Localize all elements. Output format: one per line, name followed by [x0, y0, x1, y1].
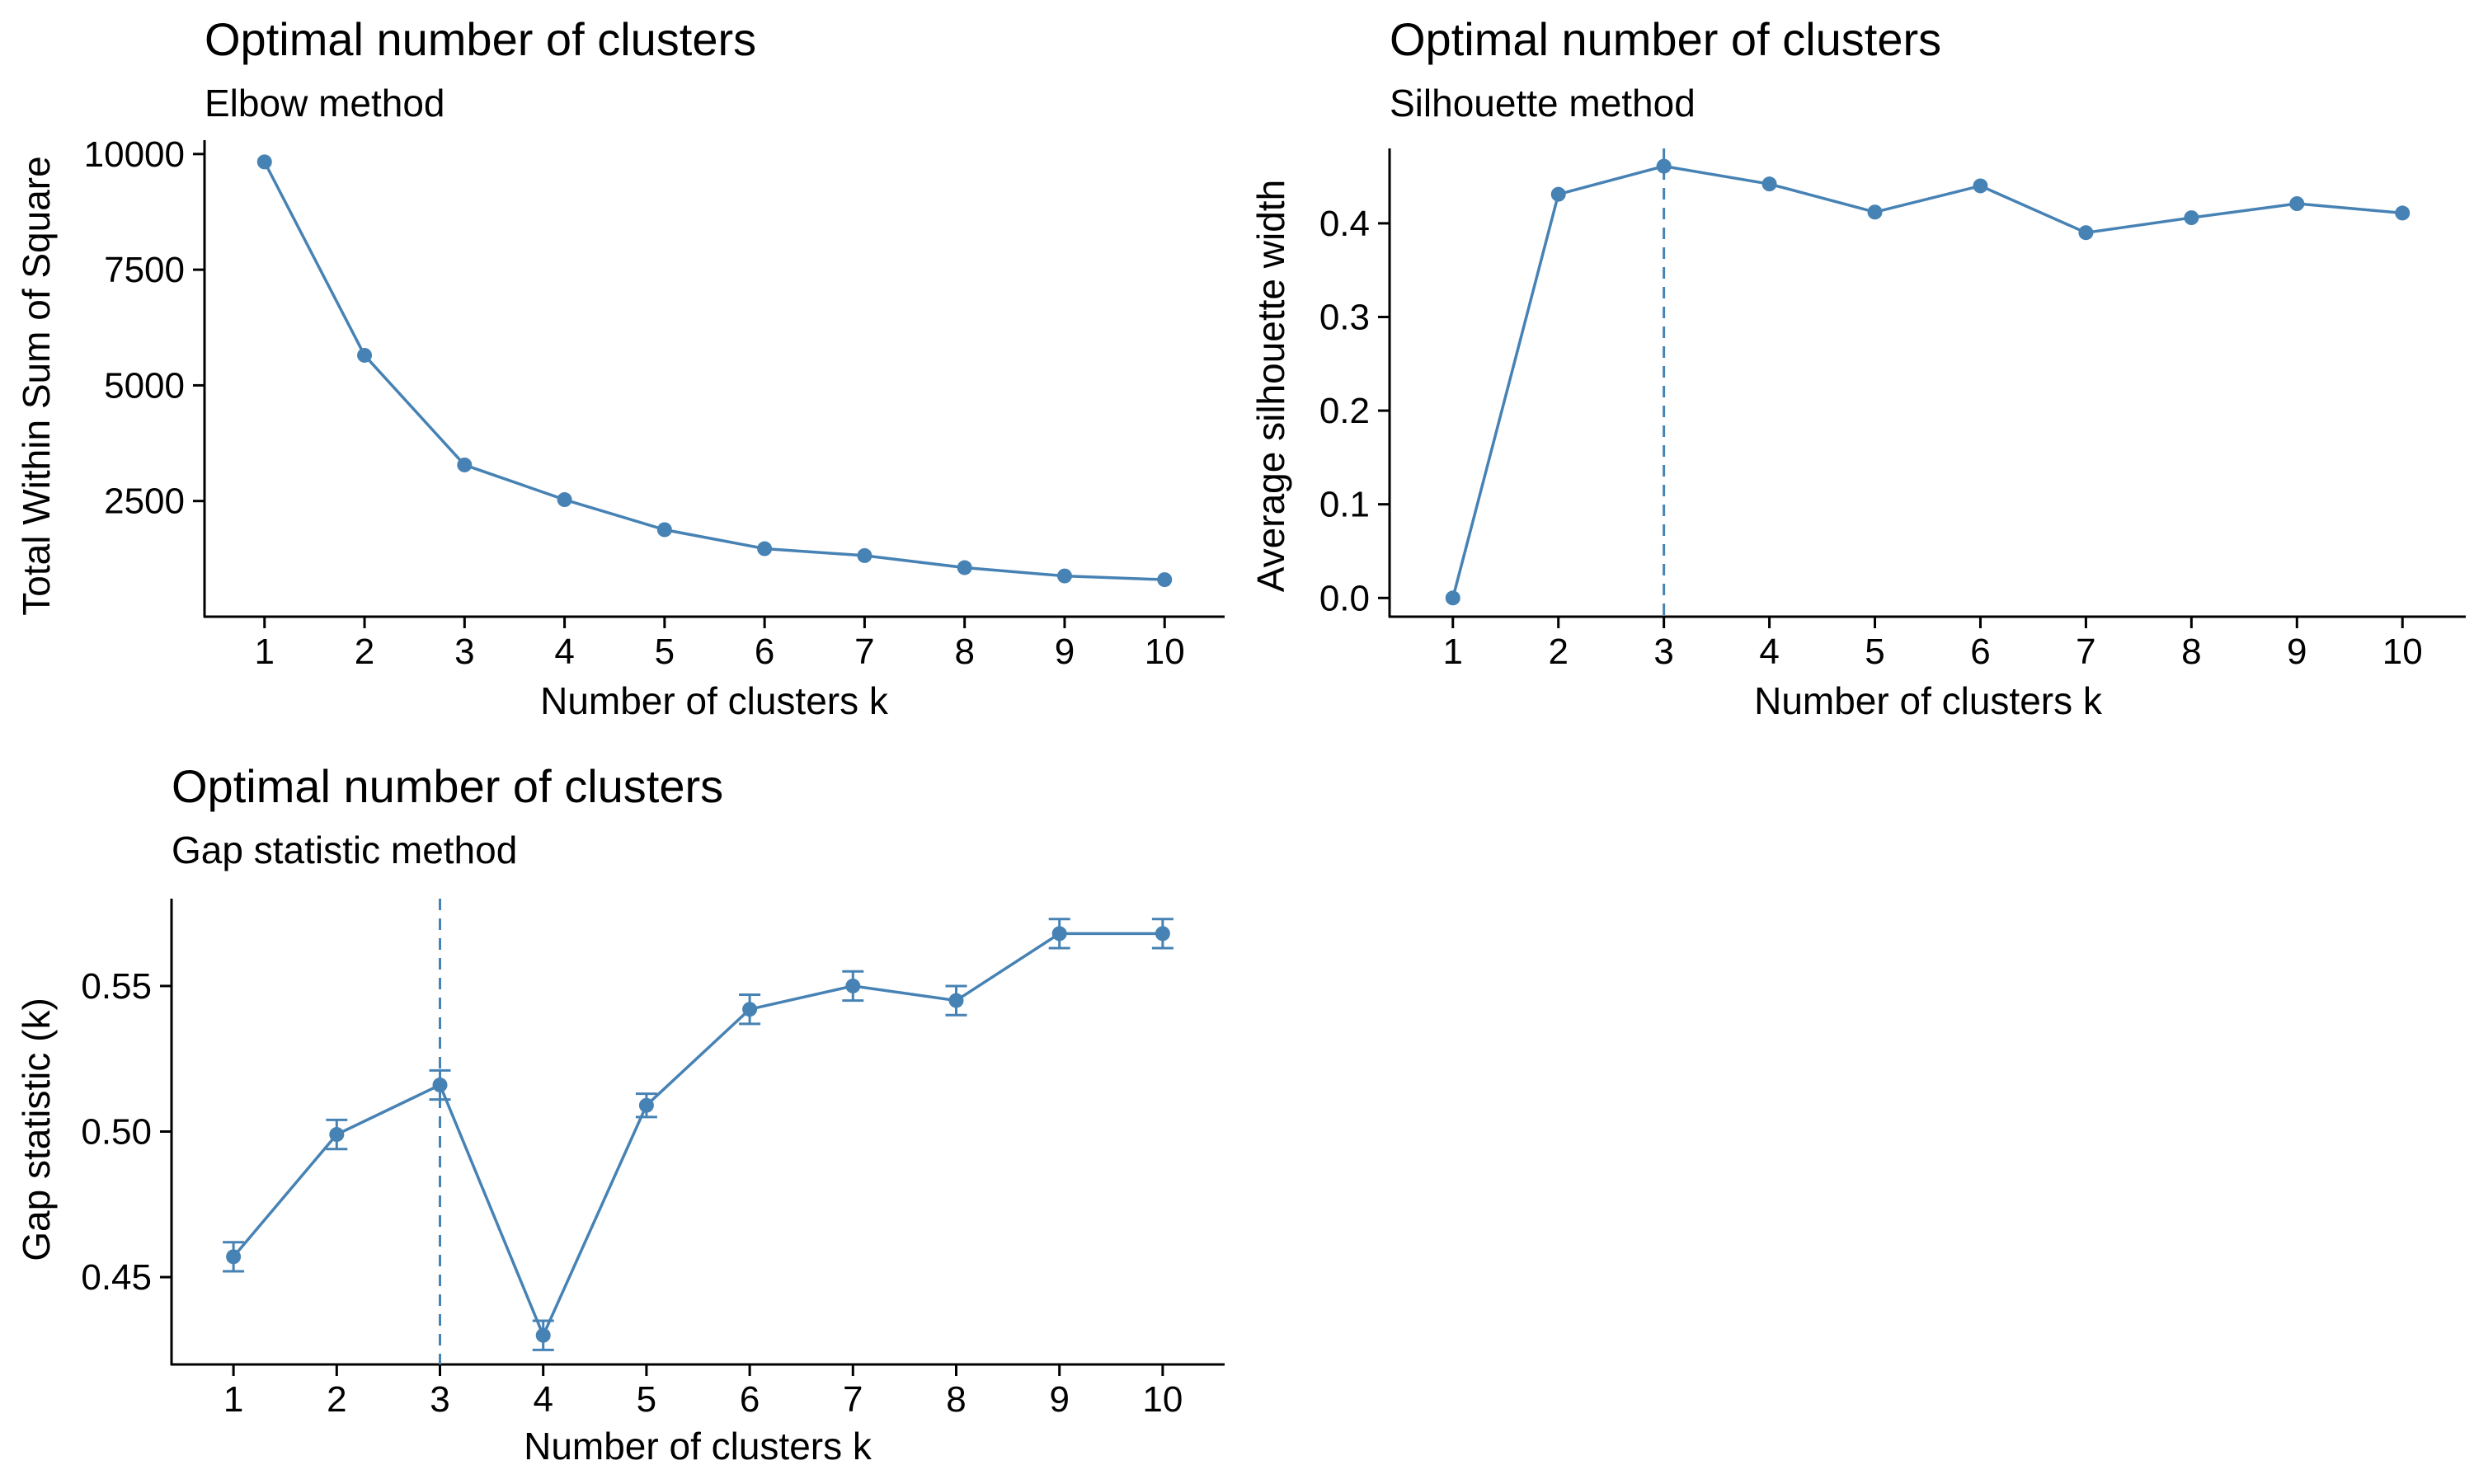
x-tick-label: 5 [655, 632, 675, 672]
x-axis-title: Number of clusters k [1754, 679, 2103, 722]
data-point [2078, 225, 2094, 241]
data-point [557, 492, 572, 508]
x-axis-title: Number of clusters k [540, 679, 889, 722]
chart-title: Optimal number of clusters [205, 13, 756, 65]
x-tick-label: 9 [2287, 632, 2307, 672]
data-point [1550, 186, 1566, 202]
y-tick-label: 0.50 [81, 1112, 152, 1153]
x-tick-label: 9 [1055, 632, 1075, 672]
y-tick-label: 0.3 [1319, 297, 1370, 337]
x-tick-label: 7 [2076, 632, 2095, 672]
x-tick-label: 1 [255, 632, 275, 672]
data-point [1056, 568, 1072, 584]
elbow-panel: Optimal number of clusters Elbow method … [15, 13, 1225, 722]
data-point [226, 1249, 242, 1265]
x-tick-label: 10 [1145, 632, 1185, 672]
x-tick-label: 2 [1548, 632, 1568, 672]
x-tick-label: 5 [1865, 632, 1884, 672]
data-point [432, 1078, 448, 1092]
x-tick-label: 7 [843, 1379, 863, 1420]
data-point [329, 1127, 345, 1143]
y-axis-title: Total Within Sum of Square [15, 156, 58, 615]
x-axis-title: Number of clusters k [524, 1425, 872, 1468]
chart-subtitle: Silhouette method [1390, 82, 1696, 124]
y-tick-label: 0.2 [1319, 391, 1370, 431]
x-tick-label: 2 [355, 632, 374, 672]
x-tick-label: 1 [223, 1379, 243, 1420]
y-tick-label: 2500 [104, 481, 185, 522]
chart-title: Optimal number of clusters [172, 760, 723, 812]
data-point [957, 560, 972, 575]
data-point [845, 978, 861, 993]
x-tick-label: 9 [1049, 1379, 1069, 1420]
data-point [1445, 590, 1460, 606]
silhouette-panel: Optimal number of clusters Silhouette me… [1249, 13, 2466, 722]
series-line [263, 161, 1165, 581]
y-axis-title: Gap statistic (k) [15, 998, 58, 1261]
y-tick-label: 0.4 [1319, 204, 1370, 244]
x-tick-label: 3 [430, 1379, 449, 1420]
series-line [232, 932, 1163, 1340]
data-point [742, 1002, 758, 1017]
x-tick-label: 10 [1142, 1379, 1183, 1420]
x-tick-label: 1 [1443, 632, 1463, 672]
x-tick-label: 6 [740, 1379, 760, 1420]
x-tick-label: 10 [2382, 632, 2423, 672]
y-tick-label: 7500 [104, 250, 185, 290]
data-point [857, 547, 872, 563]
gap-plot-area: 1 2 3 4 5 6 7 8 9 10 0.45 0.50 0.55 [81, 899, 1225, 1420]
y-tick-label: 0.45 [81, 1257, 152, 1298]
data-point [1157, 572, 1173, 588]
data-point [457, 457, 473, 472]
x-tick-label: 3 [1653, 632, 1673, 672]
y-tick-label: 0.0 [1319, 578, 1370, 618]
x-tick-label: 4 [533, 1379, 553, 1420]
chart-subtitle: Gap statistic method [172, 829, 517, 871]
elbow-plot-area: 1 2 3 4 5 6 7 8 9 10 2500 5000 7500 10000 [84, 134, 1225, 672]
data-point [2289, 196, 2305, 212]
data-point [948, 993, 964, 1008]
data-point [1867, 204, 1883, 220]
data-point [1656, 158, 1672, 174]
x-tick-label: 6 [755, 632, 774, 672]
x-tick-label: 4 [1759, 632, 1779, 672]
data-point [757, 541, 773, 556]
chart-subtitle: Elbow method [205, 82, 445, 124]
data-point [656, 522, 672, 538]
x-tick-label: 8 [946, 1379, 966, 1420]
data-point [1761, 176, 1777, 192]
gap-panel: Optimal number of clusters Gap statistic… [15, 760, 1225, 1468]
data-point [535, 1327, 551, 1343]
data-point [357, 347, 373, 363]
y-tick-label: 10000 [84, 134, 185, 175]
data-point [1155, 926, 1170, 942]
data-point [638, 1097, 654, 1113]
x-tick-label: 7 [854, 632, 874, 672]
data-point [2184, 210, 2199, 226]
y-tick-label: 0.55 [81, 966, 152, 1007]
x-tick-label: 8 [954, 632, 974, 672]
x-tick-label: 3 [454, 632, 474, 672]
x-tick-label: 5 [637, 1379, 656, 1420]
x-tick-label: 8 [2181, 632, 2201, 672]
y-axis-title: Average silhouette width [1249, 180, 1292, 592]
x-tick-label: 6 [1970, 632, 1990, 672]
data-point [1973, 178, 1988, 194]
series-line [1451, 164, 2403, 599]
data-point [2395, 205, 2411, 221]
silhouette-plot-area: 1 2 3 4 5 6 7 8 9 10 0.0 0.1 0.2 0.3 0.4 [1319, 148, 2466, 672]
x-tick-label: 2 [327, 1379, 346, 1420]
data-point [1051, 926, 1067, 942]
y-tick-label: 0.1 [1319, 485, 1370, 525]
y-tick-label: 5000 [104, 365, 185, 406]
x-tick-label: 4 [554, 632, 574, 672]
data-point [256, 154, 272, 170]
chart-title: Optimal number of clusters [1390, 13, 1941, 65]
